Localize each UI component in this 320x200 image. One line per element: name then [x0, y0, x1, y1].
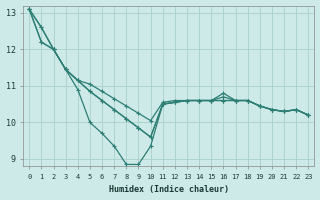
- X-axis label: Humidex (Indice chaleur): Humidex (Indice chaleur): [109, 185, 229, 194]
